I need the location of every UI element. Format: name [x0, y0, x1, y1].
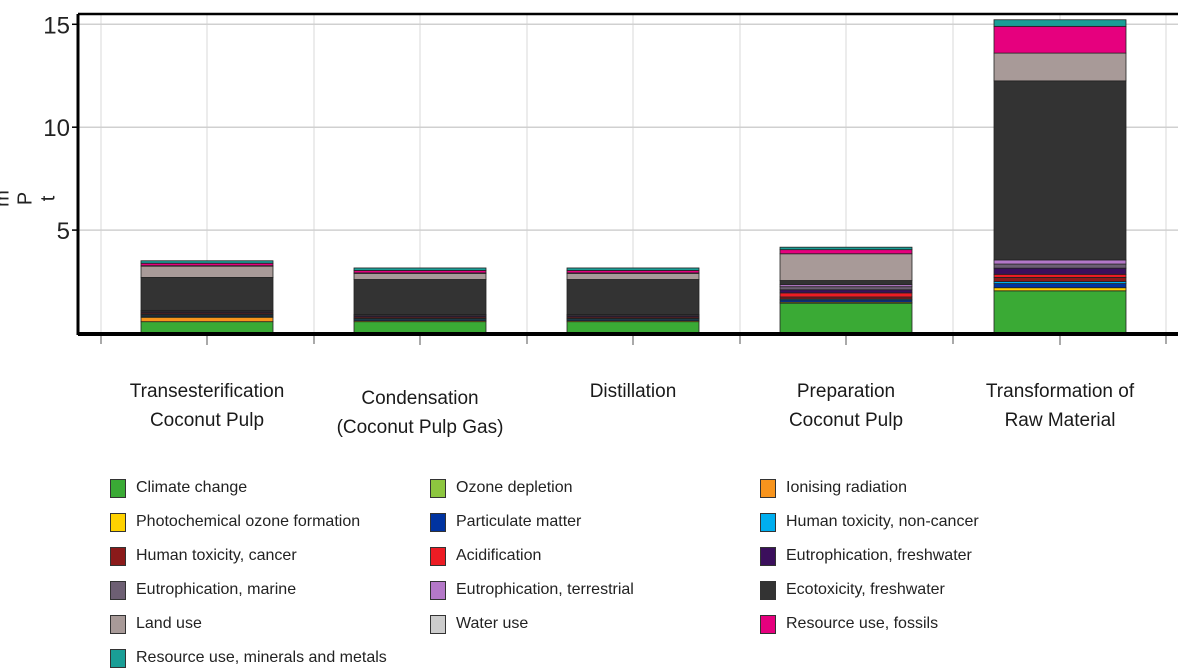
bar-segment: [779, 253, 913, 281]
legend-label: Acidification: [456, 547, 542, 564]
bar-segment: [353, 272, 487, 280]
bar-segment: [993, 25, 1127, 54]
bar-segment: [140, 260, 274, 264]
bar-segment: [566, 279, 700, 315]
legend-swatch: [110, 614, 126, 634]
bar-segment: [140, 265, 274, 278]
bar-segment: [779, 286, 913, 291]
legend-swatch: [760, 614, 776, 634]
legend-swatch: [430, 580, 446, 600]
legend-swatch: [110, 512, 126, 532]
legend-swatch: [110, 546, 126, 566]
legend-item: Eutrophication, marine: [110, 578, 296, 602]
legend-label: Particulate matter: [456, 513, 582, 530]
legend-item: Ionising radiation: [760, 476, 907, 500]
legend-swatch: [760, 478, 776, 498]
bar-segment: [993, 277, 1127, 282]
bar-segment: [566, 272, 700, 280]
bar-segment: [779, 289, 913, 294]
legend-item: Land use: [110, 612, 202, 636]
bar-segment: [993, 263, 1127, 269]
bar-segment: [779, 246, 913, 251]
legend-label: Eutrophication, terrestrial: [456, 581, 634, 598]
legend-swatch: [110, 478, 126, 498]
legend-label: Human toxicity, non-cancer: [786, 513, 979, 530]
bar-segment: [993, 19, 1127, 27]
bar-segment: [779, 280, 913, 286]
x-tick-label: Condensation (Coconut Pulp Gas): [336, 388, 504, 438]
chart-legend: Climate change Ozone depletion Ionising ra…: [110, 476, 1110, 668]
bar-segment: [993, 290, 1127, 334]
bar-segment: [353, 279, 487, 315]
x-tick-label: Distillation: [589, 381, 677, 402]
bar-segment: [566, 321, 700, 334]
bar-segment: [779, 292, 913, 298]
x-tick-label: Preparation Coconut Pulp: [788, 381, 904, 431]
legend-item: Acidification: [430, 544, 541, 568]
stacked-bar-chart: 5 10 15: [43, 12, 1178, 345]
legend-swatch: [430, 512, 446, 532]
legend-label: Water use: [456, 615, 529, 632]
bar-segment: [353, 267, 487, 271]
legend-swatch: [110, 648, 126, 668]
bar-segment: [993, 80, 1127, 261]
legend-item: Eutrophication, freshwater: [760, 544, 972, 568]
legend-swatch: [760, 546, 776, 566]
legend-item: Eutrophication, terrestrial: [430, 578, 634, 602]
legend-item: Resource use, minerals and metals: [110, 646, 387, 670]
bar-segment: [993, 52, 1127, 82]
y-tick-label: 10: [43, 115, 70, 142]
legend-item: Resource use, fossils: [760, 612, 938, 636]
bar-segment: [779, 302, 913, 334]
legend-swatch: [430, 614, 446, 634]
legend-item: Climate change: [110, 476, 247, 500]
bar-segment: [993, 273, 1127, 278]
bar-segment: [993, 287, 1127, 292]
legend-swatch: [430, 478, 446, 498]
legend-swatch: [760, 580, 776, 600]
legend-label: Climate change: [136, 479, 248, 496]
legend-item: Ecotoxicity, freshwater: [760, 578, 945, 602]
legend-label: Ionising radiation: [786, 479, 907, 496]
legend-swatch: [110, 580, 126, 600]
bar-segment: [993, 259, 1127, 265]
x-tick-label: Transesterification Coconut Pulp: [129, 381, 285, 431]
x-tick-label: Transformation of Raw Material: [985, 381, 1135, 431]
y-tick-label: 5: [57, 218, 70, 245]
legend-label: Ecotoxicity, freshwater: [786, 581, 945, 598]
bar-segment: [779, 249, 913, 255]
chart-axes: 5 10 15: [43, 12, 1178, 345]
legend-item: Photochemical ozone formation: [110, 510, 360, 534]
bar-segment: [566, 267, 700, 271]
y-axis-label: m P t: [0, 182, 60, 207]
legend-item: Particulate matter: [430, 510, 581, 534]
y-tick-label: 15: [43, 12, 70, 39]
legend-label: Eutrophication, freshwater: [786, 547, 972, 564]
legend-label: Human toxicity, cancer: [136, 547, 297, 564]
bar-segment: [993, 267, 1127, 275]
legend-item: Human toxicity, cancer: [110, 544, 297, 568]
legend-item: Human toxicity, non-cancer: [760, 510, 979, 534]
bar-segment: [140, 321, 274, 334]
legend-item: Water use: [430, 612, 528, 636]
legend-label: Resource use, fossils: [786, 615, 939, 632]
legend-label: Eutrophication, marine: [136, 581, 297, 598]
bar-segment: [993, 283, 1127, 289]
legend-label: Photochemical ozone formation: [136, 513, 361, 530]
legend-swatch: [760, 512, 776, 532]
bar-segment: [140, 277, 274, 311]
bar-segment: [140, 317, 274, 323]
legend-item: Ozone depletion: [430, 476, 573, 500]
legend-label: Ozone depletion: [456, 479, 573, 496]
legend-swatch: [430, 546, 446, 566]
bar-segment: [353, 321, 487, 334]
chart-bars: [140, 19, 1127, 334]
legend-label: Land use: [136, 615, 202, 632]
